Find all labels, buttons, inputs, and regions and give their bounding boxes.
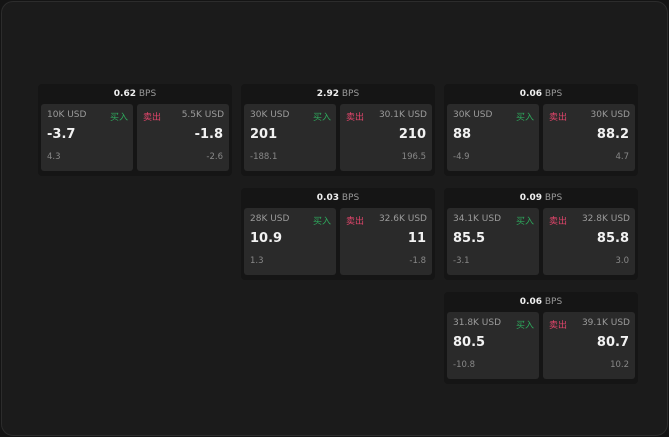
bid-change: 4.3 <box>47 152 61 162</box>
ask-change: 3.0 <box>615 256 629 266</box>
spread-unit: BPS <box>341 193 360 203</box>
ask-change: -1.8 <box>409 256 426 266</box>
spread-header: 0.62 BPS <box>38 84 232 104</box>
bid-change: -188.1 <box>250 152 278 162</box>
ask-size: 30.1K USD <box>378 110 427 120</box>
quote-tile: 0.06 BPS 31.8K USD 买入 80.5 -10.8 卖出 39.1K … <box>444 292 638 384</box>
ask-price: -1.8 <box>194 127 223 142</box>
spread-value: 0.06 <box>519 89 542 99</box>
sell-button[interactable]: 卖出 5.5K USD -1.8 -2.6 <box>137 104 229 171</box>
buy-label: 买入 <box>109 113 128 123</box>
buy-label: 买入 <box>515 113 534 123</box>
spread-unit: BPS <box>138 89 157 99</box>
ask-price: 210 <box>398 127 426 142</box>
quote-tile: 0.09 BPS 34.1K USD 买入 85.5 -3.1 卖出 32.8K U… <box>444 188 638 280</box>
sell-label: 卖出 <box>549 217 568 227</box>
bid-change: -10.8 <box>453 360 475 370</box>
spread-header: 0.06 BPS <box>444 292 638 312</box>
buy-button[interactable]: 10K USD 买入 -3.7 4.3 <box>41 104 133 171</box>
bid-size: 30K USD <box>250 110 290 120</box>
sell-button[interactable]: 卖出 30.1K USD 210 196.5 <box>340 104 432 171</box>
bid-change: -4.9 <box>453 152 470 162</box>
spread-header: 0.03 BPS <box>241 188 435 208</box>
quote-tile: 2.92 BPS 30K USD 买入 201 -188.1 卖出 30.1K US… <box>241 84 435 176</box>
spread-unit: BPS <box>544 89 563 99</box>
buy-button[interactable]: 28K USD 买入 10.9 1.3 <box>244 208 336 275</box>
ask-size: 32.6K USD <box>378 214 427 224</box>
ask-price: 85.8 <box>596 231 629 246</box>
spread-header: 0.06 BPS <box>444 84 638 104</box>
ask-change: 196.5 <box>401 152 426 162</box>
bid-change: -3.1 <box>453 256 470 266</box>
spread-header: 2.92 BPS <box>241 84 435 104</box>
bid-price: 201 <box>250 127 278 142</box>
buy-button[interactable]: 30K USD 买入 88 -4.9 <box>447 104 539 171</box>
spread-value: 2.92 <box>316 89 339 99</box>
ask-price: 11 <box>407 231 426 246</box>
spread-unit: BPS <box>544 297 563 307</box>
sell-label: 卖出 <box>346 113 365 123</box>
buy-label: 买入 <box>312 113 331 123</box>
spread-unit: BPS <box>544 193 563 203</box>
bid-size: 10K USD <box>47 110 87 120</box>
ask-change: -2.6 <box>206 152 223 162</box>
sell-button[interactable]: 卖出 39.1K USD 80.7 10.2 <box>543 312 635 379</box>
ask-change: 4.7 <box>615 152 629 162</box>
spread-header: 0.09 BPS <box>444 188 638 208</box>
sell-label: 卖出 <box>549 113 568 123</box>
buy-button[interactable]: 31.8K USD 买入 80.5 -10.8 <box>447 312 539 379</box>
spread-value: 0.09 <box>519 193 542 203</box>
buy-button[interactable]: 34.1K USD 买入 85.5 -3.1 <box>447 208 539 275</box>
quote-tile: 0.06 BPS 30K USD 买入 88 -4.9 卖出 30K USD 88.… <box>444 84 638 176</box>
buy-label: 买入 <box>515 321 534 331</box>
bid-price: 88 <box>453 127 472 142</box>
bid-price: 10.9 <box>250 231 283 246</box>
ask-change: 10.2 <box>610 360 629 370</box>
sell-label: 卖出 <box>549 321 568 331</box>
sell-button[interactable]: 卖出 32.8K USD 85.8 3.0 <box>543 208 635 275</box>
spread-unit: BPS <box>341 89 360 99</box>
bid-price: -3.7 <box>47 127 76 142</box>
sell-label: 卖出 <box>143 113 162 123</box>
ask-size: 32.8K USD <box>581 214 630 224</box>
buy-label: 买入 <box>515 217 534 227</box>
sell-button[interactable]: 卖出 30K USD 88.2 4.7 <box>543 104 635 171</box>
sell-label: 卖出 <box>346 217 365 227</box>
bid-change: 1.3 <box>250 256 264 266</box>
sell-button[interactable]: 卖出 32.6K USD 11 -1.8 <box>340 208 432 275</box>
bid-size: 31.8K USD <box>453 318 502 328</box>
bid-size: 30K USD <box>453 110 493 120</box>
ask-size: 39.1K USD <box>581 318 630 328</box>
quote-tile: 0.62 BPS 10K USD 买入 -3.7 4.3 卖出 5.5K USD -… <box>38 84 232 176</box>
bid-price: 80.5 <box>453 335 486 350</box>
bid-price: 85.5 <box>453 231 486 246</box>
quote-tile: 0.03 BPS 28K USD 买入 10.9 1.3 卖出 32.6K USD … <box>241 188 435 280</box>
ask-size: 5.5K USD <box>181 110 224 120</box>
ask-price: 80.7 <box>596 335 629 350</box>
ask-price: 88.2 <box>596 127 629 142</box>
buy-label: 买入 <box>312 217 331 227</box>
spread-value: 0.06 <box>519 297 542 307</box>
spread-value: 0.03 <box>316 193 339 203</box>
spread-value: 0.62 <box>113 89 136 99</box>
bid-size: 34.1K USD <box>453 214 502 224</box>
buy-button[interactable]: 30K USD 买入 201 -188.1 <box>244 104 336 171</box>
ask-size: 30K USD <box>590 110 630 120</box>
bid-size: 28K USD <box>250 214 290 224</box>
